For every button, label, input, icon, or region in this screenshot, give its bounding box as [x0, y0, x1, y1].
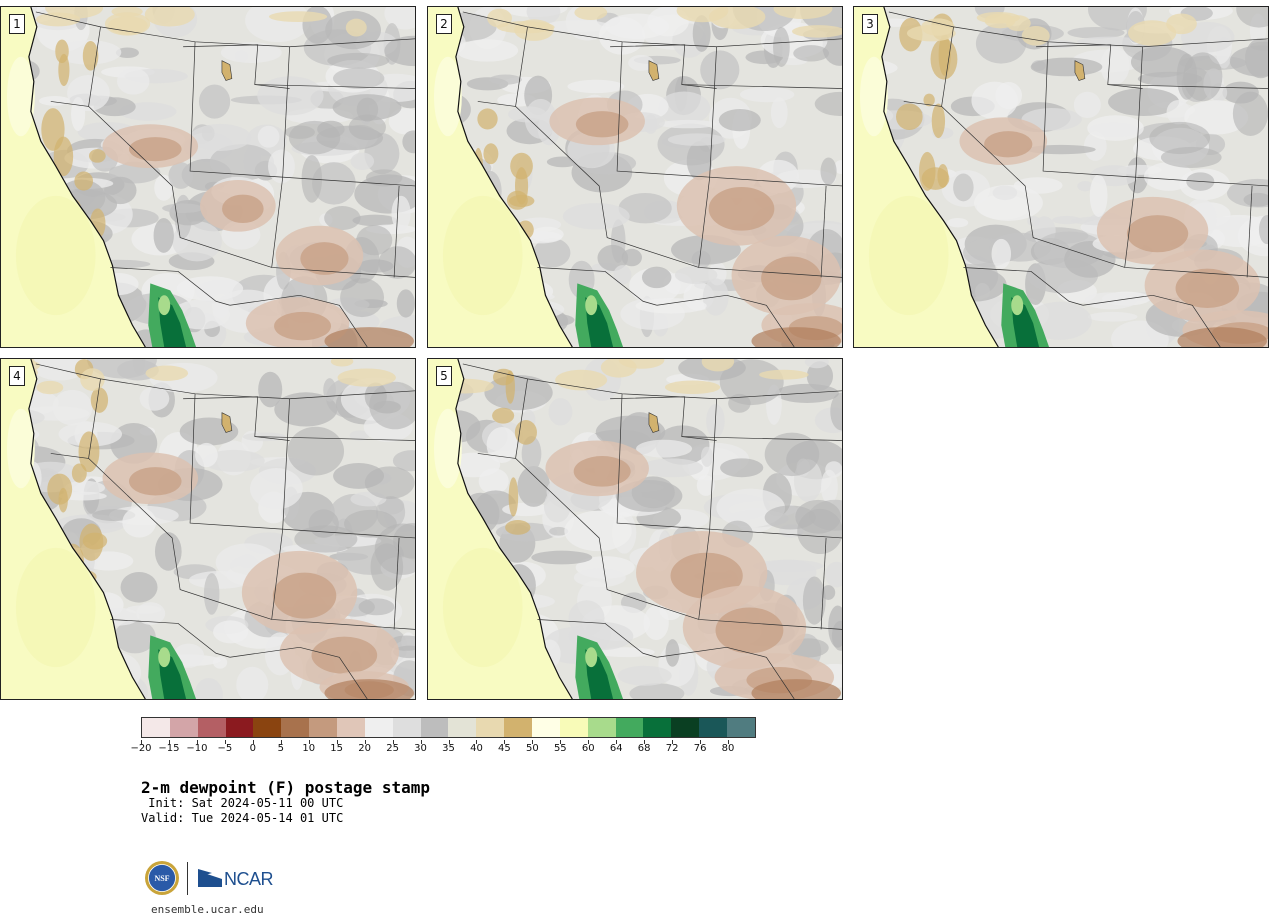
colorbar-tick-label: 5 — [277, 743, 284, 754]
panel-number-label: 5 — [436, 366, 452, 386]
colorbar-tick-mark — [616, 740, 618, 744]
colorbar-tick-mark — [560, 740, 562, 744]
colorbar-tick-label: 55 — [553, 743, 567, 754]
colorbar-tick-label: 40 — [470, 743, 483, 754]
colorbar-tick-label: 25 — [386, 743, 399, 754]
colorbar-tick-label: −10 — [186, 743, 208, 754]
colorbar-segment — [225, 718, 254, 737]
colorbar-tick-mark — [532, 740, 534, 744]
colorbar-tick-mark — [141, 740, 142, 744]
colorbar-segment — [476, 718, 505, 737]
colorbar-tick-mark — [336, 740, 338, 744]
colorbar-segment — [392, 718, 421, 737]
colorbar-segment — [197, 718, 226, 737]
colorbar-tick-mark — [448, 740, 450, 744]
logo-divider — [187, 862, 188, 895]
website-url[interactable]: ensemble.ucar.edu — [151, 903, 264, 916]
colorbar-segment — [727, 718, 755, 737]
colorbar-tick-mark — [196, 740, 198, 744]
colorbar-tick-mark — [476, 740, 478, 744]
colorbar-tick-label: 64 — [609, 743, 623, 754]
colorbar-segment — [699, 718, 728, 737]
colorbar-segment — [364, 718, 393, 737]
dewpoint-map — [854, 7, 1268, 347]
colorbar-segment — [309, 718, 338, 737]
svg-text:NSF: NSF — [154, 874, 169, 883]
colorbar-segment — [615, 718, 644, 737]
colorbar-ticks: −20 −15 −10 −5 0 5 10 15 20 25 30 35 40 45 50 55 60 64 68 7… — [130, 740, 756, 760]
init-time: Init: Sat 2024-05-11 00 UTC — [141, 796, 344, 810]
colorbar-tick-label: 30 — [414, 743, 427, 754]
colorbar-tick-label: 15 — [330, 743, 344, 754]
colorbar-tick-label: −15 — [158, 743, 180, 754]
colorbar-tick-label: 80 — [721, 743, 735, 754]
colorbar-segment — [420, 718, 449, 737]
ncar-mark-icon — [198, 869, 222, 887]
nsf-seal-icon: NSF — [145, 861, 179, 895]
colorbar-tick-mark — [308, 740, 310, 744]
colorbar-tick-label: 10 — [302, 743, 316, 754]
dewpoint-map — [1, 359, 415, 699]
colorbar-tick-mark — [504, 740, 506, 744]
panel-number-label: 1 — [9, 14, 25, 34]
colorbar-segment — [142, 718, 170, 737]
colorbar-tick-label: 45 — [498, 743, 511, 754]
colorbar-tick-mark — [700, 740, 702, 744]
chart-title: 2-m dewpoint (F) postage stamp — [141, 778, 430, 797]
map-panel-3[interactable]: 3 — [853, 6, 1269, 348]
colorbar-tick-mark — [280, 740, 282, 744]
colorbar-tick-label: 76 — [693, 743, 707, 754]
map-panel-5[interactable]: 5 — [427, 358, 843, 700]
colorbar-tick-label: 20 — [358, 743, 371, 754]
colorbar-segment — [643, 718, 672, 737]
panel-number-label: 2 — [436, 14, 452, 34]
colorbar-segment — [559, 718, 588, 737]
colorbar-tick-mark — [644, 740, 646, 744]
colorbar-tick-label: 35 — [442, 743, 455, 754]
colorbar-tick-label: −5 — [217, 743, 233, 754]
panel-number-label: 3 — [862, 14, 878, 34]
valid-time: Valid: Tue 2024-05-14 01 UTC — [141, 811, 344, 825]
colorbar-segment — [671, 718, 700, 737]
colorbar-segment — [448, 718, 477, 737]
colorbar-segment — [253, 718, 282, 737]
dewpoint-map — [428, 359, 842, 699]
colorbar-segment — [504, 718, 533, 737]
dewpoint-colorbar — [141, 717, 756, 738]
colorbar-tick-label: 68 — [637, 743, 651, 754]
panel-number-label: 4 — [9, 366, 25, 386]
colorbar-tick-mark — [168, 740, 170, 744]
colorbar-segment — [337, 718, 365, 737]
colorbar-tick-mark — [364, 740, 366, 744]
map-panel-4[interactable]: 4 — [0, 358, 416, 700]
map-panel-1[interactable]: 1 — [0, 6, 416, 348]
colorbar-tick-label: −20 — [130, 743, 152, 754]
colorbar-segment — [169, 718, 198, 737]
colorbar-segment — [532, 718, 560, 737]
ncar-logo-text: NCAR — [224, 869, 274, 889]
colorbar-segment — [281, 718, 310, 737]
colorbar-tick-mark — [672, 740, 674, 744]
colorbar-tick-label: 50 — [525, 743, 539, 754]
dewpoint-map — [428, 7, 842, 347]
colorbar-tick-mark — [224, 740, 226, 744]
colorbar-tick-mark — [420, 740, 422, 744]
nsf-ncar-logo[interactable]: NSF NCAR — [144, 860, 274, 900]
map-panel-2[interactable]: 2 — [427, 6, 843, 348]
colorbar-tick-mark — [588, 740, 590, 744]
colorbar-tick-label: 0 — [249, 743, 256, 754]
colorbar-tick-mark — [392, 740, 394, 744]
colorbar-tick-label: 60 — [581, 743, 595, 754]
colorbar-segment — [587, 718, 616, 737]
colorbar-tick-label: 72 — [665, 743, 679, 754]
colorbar-tick-mark — [728, 740, 730, 744]
dewpoint-map — [1, 7, 415, 347]
colorbar-tick-mark — [252, 740, 254, 744]
